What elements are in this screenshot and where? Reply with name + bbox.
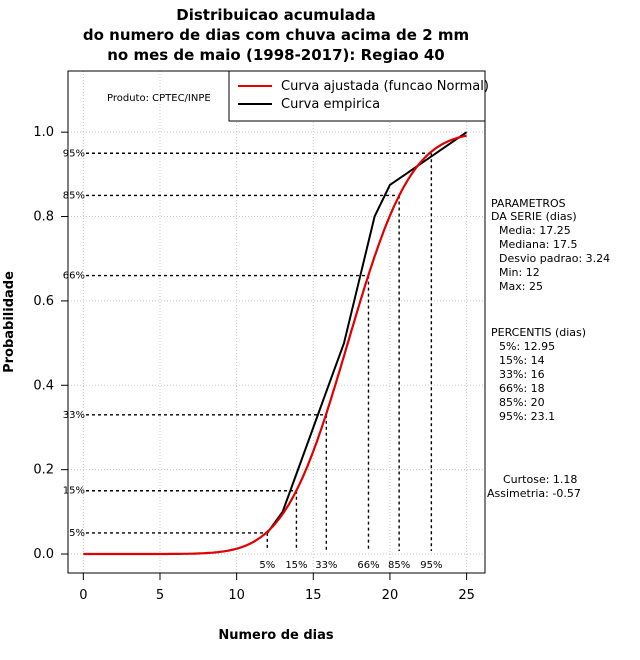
parameters-block: PARAMETROS DA SERIE (dias) Media: 17.25 … bbox=[491, 197, 610, 293]
percentile-bottom-label: 95% bbox=[420, 560, 442, 571]
percentile-left-label: 33% bbox=[63, 410, 85, 421]
param-max: Max: 25 bbox=[499, 280, 543, 293]
empirical-curve bbox=[266, 131, 468, 534]
percentile-left-label: 5% bbox=[69, 528, 85, 539]
percentile-bottom-label: 15% bbox=[285, 560, 307, 571]
title-line-3: no mes de maio (1998-2017): Regiao 40 bbox=[107, 46, 445, 64]
percentis-header: PERCENTIS (dias) bbox=[491, 326, 586, 339]
shape-block: Curtose: 1.18 Assimetria: -0.57 bbox=[487, 473, 581, 500]
y-tick-label: 0.8 bbox=[33, 210, 54, 225]
parameters-header-2: DA SERIE (dias) bbox=[491, 210, 577, 223]
x-tick-label: 5 bbox=[156, 588, 164, 603]
percentil-5: 5%: 12.95 bbox=[499, 340, 555, 353]
x-tick-label: 25 bbox=[458, 588, 475, 603]
title-line-1: Distribuicao acumulada bbox=[176, 6, 375, 24]
y-tick-label: 0.4 bbox=[33, 378, 54, 393]
percentis-block: PERCENTIS (dias) 5%: 12.95 15%: 14 33%: … bbox=[491, 326, 586, 423]
y-tick-label: 0.2 bbox=[33, 463, 54, 478]
param-min: Min: 12 bbox=[499, 266, 540, 279]
y-axis: 0.0 0.2 0.4 0.6 0.8 1.0 bbox=[33, 125, 68, 562]
x-tick-label: 20 bbox=[382, 588, 399, 603]
percentile-left-label: 95% bbox=[63, 148, 85, 159]
percentile-guides: 5% 5% 15% 15% 33% 33% 66% 66% 85% 85% 95% 95% bbox=[63, 148, 443, 571]
param-mean: Media: 17.25 bbox=[499, 224, 571, 237]
param-median: Mediana: 17.5 bbox=[499, 238, 577, 251]
normal-fit-curve bbox=[83, 134, 467, 556]
y-tick-label: 1.0 bbox=[33, 125, 54, 140]
curves bbox=[83, 131, 468, 556]
producer-label: Produto: CPTEC/INPE bbox=[107, 93, 211, 104]
parameters-header-1: PARAMETROS bbox=[491, 197, 566, 210]
y-tick-label: 0.0 bbox=[33, 547, 54, 562]
percentil-85: 85%: 20 bbox=[499, 396, 545, 409]
x-tick-label: 10 bbox=[228, 588, 245, 603]
kurtosis-label: Curtose: 1.18 bbox=[503, 473, 577, 486]
y-axis-title: Probabilidade bbox=[2, 271, 17, 373]
y-tick-label: 0.6 bbox=[33, 294, 54, 309]
percentile-bottom-label: 5% bbox=[259, 560, 275, 571]
legend: Curva ajustada (funcao Normal) Curva emp… bbox=[228, 70, 489, 122]
percentile-left-label: 85% bbox=[63, 190, 85, 201]
legend-label-fit: Curva ajustada (funcao Normal) bbox=[281, 79, 489, 94]
legend-label-empirical: Curva empirica bbox=[281, 97, 380, 112]
x-tick-label: 0 bbox=[79, 588, 87, 603]
percentil-66: 66%: 18 bbox=[499, 382, 545, 395]
x-axis: 0 5 10 15 20 25 bbox=[79, 573, 475, 603]
percentil-33: 33%: 16 bbox=[499, 368, 545, 381]
percentil-95: 95%: 23.1 bbox=[499, 410, 555, 423]
percentil-15: 15%: 14 bbox=[499, 354, 545, 367]
skewness-label: Assimetria: -0.57 bbox=[487, 487, 581, 500]
title-line-2: do numero de dias com chuva acima de 2 m… bbox=[83, 26, 469, 44]
percentile-left-label: 15% bbox=[63, 486, 85, 497]
param-sd: Desvio padrao: 3.24 bbox=[499, 252, 610, 265]
percentile-bottom-label: 66% bbox=[357, 560, 379, 571]
x-tick-label: 15 bbox=[305, 588, 322, 603]
percentile-bottom-label: 33% bbox=[315, 560, 337, 571]
legend-box bbox=[228, 70, 486, 122]
x-axis-title: Numero de dias bbox=[218, 628, 334, 643]
percentile-bottom-label: 85% bbox=[388, 560, 410, 571]
percentile-left-label: 66% bbox=[63, 271, 85, 282]
